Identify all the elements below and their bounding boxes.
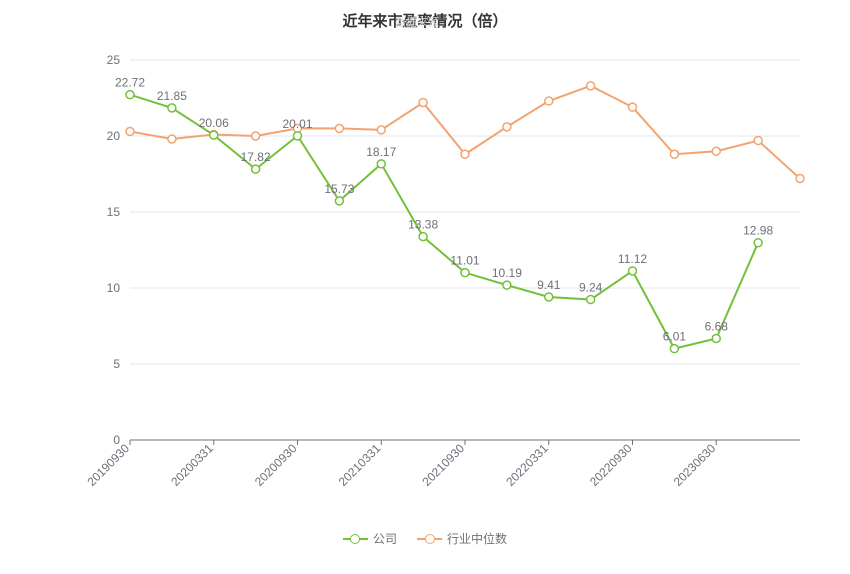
series-line xyxy=(130,86,800,179)
data-point xyxy=(503,281,511,289)
data-point xyxy=(294,132,302,140)
data-point xyxy=(252,132,260,140)
data-point xyxy=(126,91,134,99)
data-point xyxy=(419,99,427,107)
data-point xyxy=(168,135,176,143)
point-label: 17.82 xyxy=(241,150,271,164)
y-tick-label: 15 xyxy=(107,205,121,219)
series-line xyxy=(130,95,758,349)
data-point xyxy=(796,175,804,183)
legend-item[interactable]: 行业中位数 xyxy=(417,530,507,547)
point-label: 11.12 xyxy=(618,252,647,266)
legend: 公司 行业中位数 xyxy=(0,530,850,549)
point-label: 12.98 xyxy=(743,224,773,238)
x-tick-label: 20210930 xyxy=(419,441,467,489)
y-tick-label: 10 xyxy=(107,281,121,295)
data-point xyxy=(587,82,595,90)
line-chart: 0510152025201909302020033120200930202103… xyxy=(0,0,850,574)
data-point xyxy=(629,267,637,275)
x-tick-label: 20210331 xyxy=(336,441,384,489)
legend-label: 行业中位数 xyxy=(447,530,507,547)
legend-marker-icon xyxy=(417,532,442,546)
data-point xyxy=(461,269,469,277)
data-point xyxy=(126,127,134,135)
data-point xyxy=(587,296,595,304)
point-label: 21.85 xyxy=(157,89,187,103)
point-label: 9.24 xyxy=(579,281,603,295)
point-label: 22.72 xyxy=(115,76,145,90)
point-label: 6.01 xyxy=(663,330,687,344)
data-point xyxy=(461,150,469,158)
data-point xyxy=(335,197,343,205)
data-point xyxy=(335,124,343,132)
x-tick-label: 20200930 xyxy=(252,441,300,489)
data-point xyxy=(210,131,218,139)
x-tick-label: 20190930 xyxy=(84,441,132,489)
data-point xyxy=(168,104,176,112)
point-label: 15.73 xyxy=(324,182,354,196)
point-label: 10.19 xyxy=(492,266,522,280)
data-point xyxy=(712,147,720,155)
x-tick-label: 20220930 xyxy=(587,441,635,489)
y-tick-label: 5 xyxy=(113,357,120,371)
data-point xyxy=(670,150,678,158)
x-tick-label: 20230630 xyxy=(671,441,719,489)
chart-container: 近年来市盈率情况（倍） 数据来源 05101520252019093020200… xyxy=(0,0,850,574)
data-point xyxy=(377,160,385,168)
data-point xyxy=(419,233,427,241)
point-label: 11.01 xyxy=(450,254,479,268)
point-label: 9.41 xyxy=(537,278,561,292)
data-point xyxy=(252,165,260,173)
point-label: 6.68 xyxy=(705,319,729,333)
data-point xyxy=(545,97,553,105)
legend-marker-icon xyxy=(343,532,368,546)
data-point xyxy=(670,345,678,353)
legend-label: 公司 xyxy=(373,530,397,547)
point-label: 20.06 xyxy=(199,116,229,130)
x-tick-label: 20220331 xyxy=(503,441,551,489)
point-label: 18.17 xyxy=(366,145,396,159)
data-point xyxy=(629,103,637,111)
data-point xyxy=(545,293,553,301)
data-point xyxy=(754,137,762,145)
data-point xyxy=(377,126,385,134)
y-tick-label: 25 xyxy=(107,53,121,67)
y-tick-label: 20 xyxy=(107,129,121,143)
point-label: 20.01 xyxy=(282,117,312,131)
data-point xyxy=(503,123,511,131)
x-tick-label: 20200331 xyxy=(168,441,216,489)
point-label: 13.38 xyxy=(408,218,438,232)
data-point xyxy=(754,239,762,247)
legend-item[interactable]: 公司 xyxy=(343,530,397,547)
data-point xyxy=(712,334,720,342)
